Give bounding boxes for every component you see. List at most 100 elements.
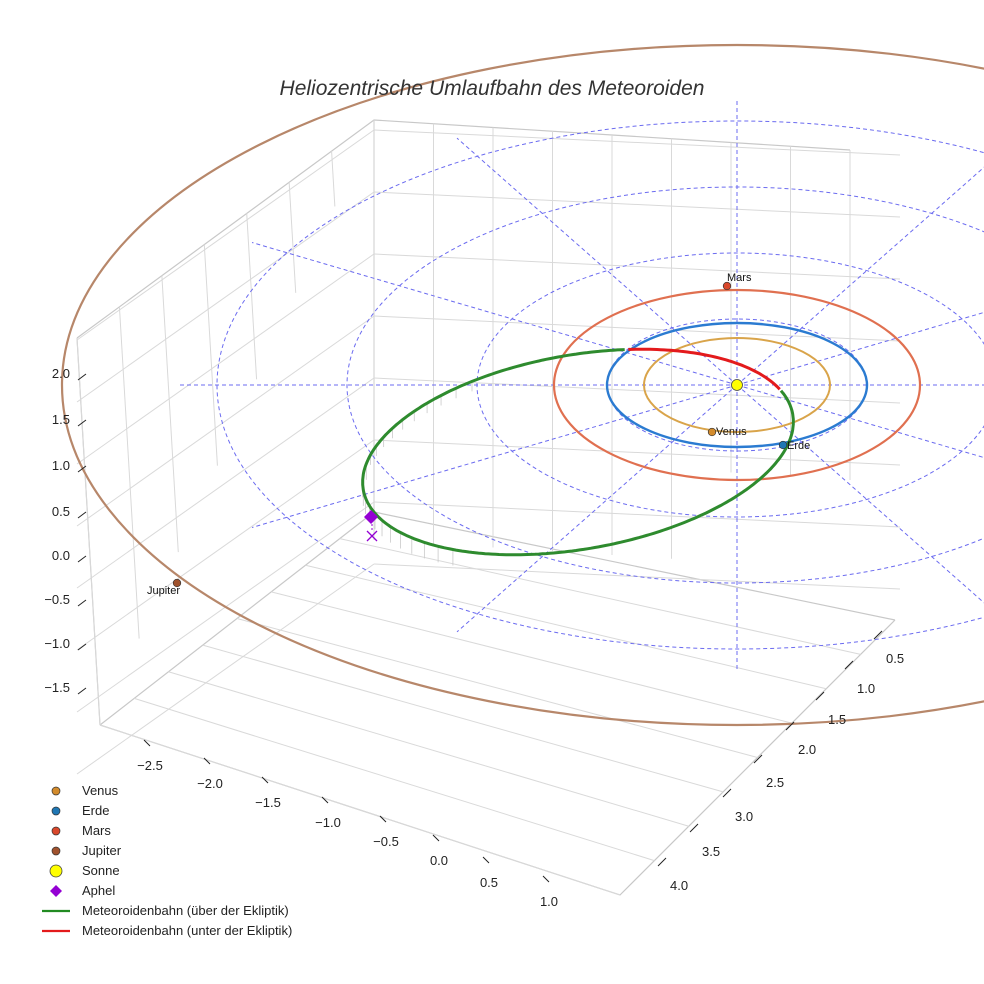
x-tick-label: −0.5 <box>373 834 399 849</box>
grid-line <box>339 538 861 655</box>
y-tick-label: 2.5 <box>766 775 784 790</box>
planet-mars-marker <box>722 281 732 291</box>
z-tick-mark <box>77 599 87 607</box>
legend-label-mars: Mars <box>82 823 111 838</box>
meteoroid-orbit-above <box>361 348 795 557</box>
y-tick-mark <box>785 721 795 731</box>
z-tick-label: 0.0 <box>52 548 70 563</box>
legend-marker-aphel <box>50 885 62 897</box>
meteoroid-orbit-below <box>628 347 781 391</box>
grid-line <box>271 591 792 724</box>
planet-orbits <box>61 44 984 726</box>
chart-markers: Venus Erde Mars Jupiter <box>147 272 810 597</box>
grid-line <box>373 315 901 342</box>
legend-label-aphel: Aphel <box>82 883 115 898</box>
grid-line <box>161 275 179 553</box>
orbit-jupiter <box>61 44 984 726</box>
planet-jupiter-marker <box>172 578 182 588</box>
planet-erde-marker <box>778 440 788 450</box>
grid-line <box>168 671 689 827</box>
meteoroid-orbit <box>361 347 795 557</box>
planet-venus-marker <box>707 427 717 437</box>
z-tick-label: 1.5 <box>52 412 70 427</box>
grid-line <box>76 563 375 775</box>
z-tick-label: 2.0 <box>52 366 70 381</box>
x-tick-mark <box>261 776 269 784</box>
ecliptic-spoke <box>736 166 984 386</box>
floor-back-edge <box>373 511 896 621</box>
axis-ticks: 2.0 1.5 1.0 0.5 0.0 −0.5 −1.0 −1.5 −2.5 −2.0 −1.5 −… <box>44 366 904 909</box>
x-tick-mark <box>542 875 550 883</box>
grid-line <box>118 306 140 639</box>
grid-line <box>373 439 901 466</box>
grid-line <box>76 377 375 589</box>
legend-marker-venus <box>51 786 61 796</box>
grid-line <box>305 564 827 690</box>
legend-label-venus: Venus <box>82 783 119 798</box>
chart-title: Heliozentrische Umlaufbahn des Meteoroid… <box>280 77 705 100</box>
legend-marker-jupiter <box>51 846 61 856</box>
grid-line <box>373 501 901 528</box>
grid-line <box>203 244 218 466</box>
x-tick-mark <box>203 757 211 765</box>
z-tick-label: −1.5 <box>44 680 70 695</box>
y-tick-mark <box>873 630 883 640</box>
ecliptic-spoke <box>251 384 738 528</box>
grid-line <box>331 151 336 207</box>
legend-marker-mars <box>51 826 61 836</box>
z-tick-mark <box>77 419 87 427</box>
z-tick-mark <box>77 511 87 519</box>
y-tick-label: 3.5 <box>702 844 720 859</box>
orbit-erde <box>605 321 869 449</box>
z-tick-mark <box>77 373 87 381</box>
legend-label-sonne: Sonne <box>82 863 120 878</box>
grid-line <box>76 129 375 341</box>
orbit-mars <box>552 288 922 482</box>
grid-line <box>76 337 101 726</box>
z-tick-label: −1.0 <box>44 636 70 651</box>
z-tick-label: 0.5 <box>52 504 70 519</box>
z-tick-mark <box>77 555 87 563</box>
y-tick-mark <box>657 857 667 867</box>
legend-label-jupiter: Jupiter <box>82 843 122 858</box>
grid-line <box>246 213 258 380</box>
floor-front-edges <box>99 619 896 896</box>
grid-line <box>76 439 375 651</box>
x-tick-mark <box>482 856 490 864</box>
x-tick-label: −2.0 <box>197 776 223 791</box>
grid-line <box>373 253 901 280</box>
planet-venus-label: Venus <box>716 426 747 438</box>
grid-line <box>373 377 901 404</box>
legend: Venus Erde Mars Jupiter Sonne Aphel Meteoroide… <box>42 783 292 938</box>
grid-line <box>99 724 621 896</box>
x-tick-label: 1.0 <box>540 894 558 909</box>
ecliptic-spoke <box>456 384 738 633</box>
legend-label-meteoroidenbahn-ber-der-ekliptik: Meteoroidenbahn (über der Ekliptik) <box>82 903 289 918</box>
x-tick-mark <box>321 796 329 804</box>
z-tick-mark <box>77 687 87 695</box>
grid-line <box>76 253 375 465</box>
y-tick-label: 0.5 <box>886 651 904 666</box>
y-tick-mark <box>753 754 763 764</box>
y-tick-label: 1.5 <box>828 712 846 727</box>
grid-line <box>373 191 901 218</box>
orbit-venus <box>643 337 831 433</box>
grid-lines <box>76 120 901 896</box>
z-tick-mark <box>77 465 87 473</box>
grid-line <box>288 182 297 293</box>
legend-marker-erde <box>51 806 61 816</box>
grid-line <box>134 697 655 862</box>
ecliptic-grid <box>177 100 984 670</box>
planet-jupiter-label: Jupiter <box>147 585 180 597</box>
x-tick-label: −1.5 <box>255 795 281 810</box>
y-tick-mark <box>815 691 825 701</box>
legend-marker-sonne <box>49 864 63 878</box>
y-tick-label: 4.0 <box>670 878 688 893</box>
planet-mars-label: Mars <box>727 272 752 284</box>
y-tick-label: 1.0 <box>857 681 875 696</box>
planet-erde-label: Erde <box>787 440 810 452</box>
y-tick-mark <box>722 788 732 798</box>
legend-label-meteoroidenbahn-unter-der-ekliptik: Meteoroidenbahn (unter der Ekliptik) <box>82 923 292 938</box>
